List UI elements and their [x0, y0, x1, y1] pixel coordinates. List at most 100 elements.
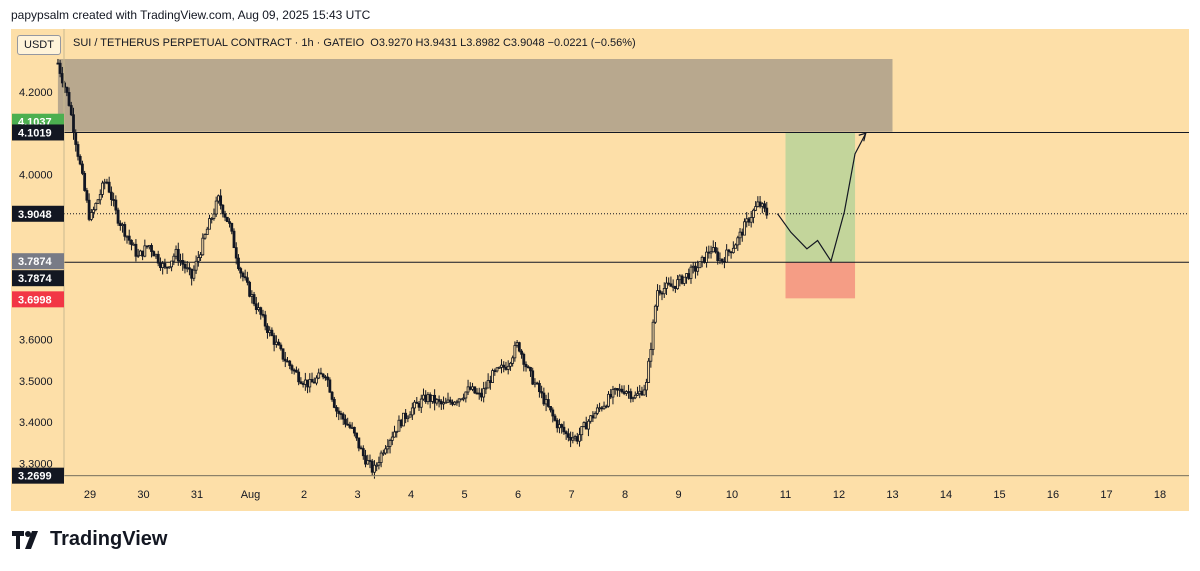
candle-body: [78, 155, 82, 165]
candle-body: [292, 369, 296, 372]
candle-body: [558, 424, 561, 429]
candle-body: [424, 394, 428, 403]
candle-body: [740, 231, 744, 236]
candle: [390, 431, 394, 446]
candle: [404, 409, 408, 424]
candle-body: [676, 279, 680, 289]
candle-body: [743, 221, 746, 236]
candle-body: [321, 373, 325, 378]
candle: [542, 387, 546, 406]
candle-body: [540, 391, 544, 394]
price-badge: 3.7874: [12, 270, 64, 287]
candle: [114, 195, 118, 215]
candle-body: [118, 222, 122, 226]
candle-body: [500, 364, 503, 368]
candle-body: [147, 245, 151, 248]
candle: [317, 368, 321, 380]
candle: [698, 261, 702, 269]
candle-body: [359, 447, 363, 450]
candle: [642, 384, 646, 396]
candle: [533, 378, 537, 388]
candle: [295, 366, 298, 373]
candle-body: [94, 203, 98, 211]
candle-body: [210, 218, 214, 220]
candle-body: [83, 172, 87, 191]
chart-frame[interactable]: 29 30 31 Aug 2 3 4 5 6 7 8 9 10 11 12 13 14 15 16 17 18 4.200…: [11, 29, 1189, 511]
candle-body: [370, 460, 374, 473]
candle: [103, 178, 107, 190]
candle: [355, 432, 359, 441]
candle: [682, 276, 686, 286]
candle: [495, 367, 499, 373]
candle-body: [181, 260, 185, 265]
candle: [310, 372, 314, 383]
candle-body: [67, 92, 71, 106]
candle: [210, 217, 214, 224]
zones-layer: [57, 59, 893, 299]
candle: [564, 430, 568, 440]
candle: [575, 432, 579, 445]
candle: [357, 437, 361, 452]
candle: [526, 365, 530, 369]
candle-body: [306, 379, 309, 388]
candle: [571, 431, 575, 444]
candle-body: [288, 360, 292, 366]
candle-body: [709, 251, 713, 254]
candle: [402, 412, 405, 427]
candle: [208, 214, 211, 230]
candle: [714, 242, 717, 254]
candle-body: [560, 424, 564, 428]
candle: [589, 415, 593, 424]
candle: [473, 386, 477, 394]
candle: [578, 427, 581, 447]
x-tick-label: 13: [886, 489, 898, 501]
price-badge-label: 3.6998: [18, 294, 52, 306]
candle-body: [442, 402, 445, 405]
candle-body: [161, 263, 165, 268]
candle-body: [451, 401, 454, 405]
candle: [651, 319, 655, 356]
candle-body: [87, 199, 91, 220]
candle-body: [656, 290, 659, 307]
candle: [631, 396, 635, 403]
candle: [720, 258, 724, 265]
candle-body: [562, 426, 566, 433]
x-tick-label: 2: [301, 489, 307, 501]
candle-body: [188, 267, 191, 270]
candle-body: [254, 303, 258, 310]
candle: [268, 326, 272, 337]
candle-body: [281, 348, 285, 360]
candle: [471, 382, 474, 392]
candle-body: [156, 253, 160, 264]
candle-body: [698, 261, 702, 269]
price-chart[interactable]: 29 30 31 Aug 2 3 4 5 6 7 8 9 10 11 12 13 14 15 16 17 18 4.200…: [11, 29, 1189, 511]
candle: [689, 264, 693, 284]
candle: [457, 398, 461, 407]
candle: [254, 296, 258, 315]
candle: [549, 406, 552, 413]
candle-body: [640, 390, 644, 396]
candle: [76, 141, 80, 161]
candle-body: [203, 234, 207, 239]
candle: [234, 242, 238, 265]
candle-body: [366, 460, 370, 465]
x-tick-label: 29: [84, 489, 96, 501]
candle-body: [110, 191, 113, 200]
candle: [60, 66, 64, 88]
currency-button[interactable]: USDT: [17, 35, 61, 55]
candle-body: [399, 419, 403, 427]
candle-body: [344, 418, 347, 425]
candle-body: [212, 213, 216, 219]
candle-body: [393, 431, 396, 438]
candle-body: [609, 393, 613, 398]
candle: [462, 393, 466, 402]
tradingview-logo[interactable]: TradingView: [12, 528, 167, 551]
candle: [272, 332, 276, 352]
candle: [604, 404, 608, 409]
candle: [466, 379, 470, 395]
candle: [266, 323, 269, 339]
candle: [582, 421, 586, 428]
candle: [609, 388, 613, 400]
candle-body: [580, 426, 584, 436]
candle: [611, 385, 615, 405]
